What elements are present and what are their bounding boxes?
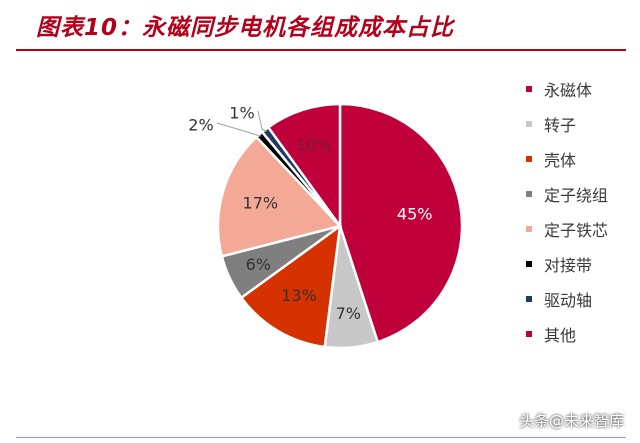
legend-swatch bbox=[526, 260, 532, 267]
legend-label: 转子 bbox=[544, 116, 577, 136]
legend-swatch bbox=[526, 86, 532, 93]
legend-swatch bbox=[526, 121, 532, 128]
figure-title: 图表10：永磁同步电机各组成成本占比 bbox=[36, 15, 455, 41]
data-label: 10% bbox=[296, 135, 332, 154]
data-label: 6% bbox=[246, 255, 271, 274]
legend-label: 对接带 bbox=[544, 255, 593, 275]
watermark: 头条@未来智库 bbox=[518, 412, 624, 430]
data-label: 13% bbox=[281, 286, 317, 305]
data-label: 45% bbox=[397, 205, 433, 224]
data-label: 1% bbox=[229, 104, 254, 123]
pie-slice bbox=[216, 135, 343, 258]
legend-item: 壳体 bbox=[526, 142, 608, 177]
legend-swatch bbox=[526, 295, 532, 302]
data-label: 2% bbox=[188, 116, 213, 135]
pie-slice bbox=[239, 223, 342, 349]
legend-swatch bbox=[526, 330, 532, 337]
data-label: 7% bbox=[336, 304, 361, 323]
leader-line bbox=[257, 110, 267, 132]
legend-item: 永磁体 bbox=[526, 72, 608, 107]
leader-line bbox=[216, 122, 262, 137]
legend-swatch bbox=[526, 226, 532, 232]
chart-legend: 永磁体转子壳体定子绕组定子铁芯对接带驱动轴其他 bbox=[526, 72, 608, 351]
legend-item: 其他 bbox=[526, 316, 608, 351]
legend-label: 壳体 bbox=[544, 151, 577, 171]
bottom-rule bbox=[16, 437, 626, 438]
legend-swatch bbox=[526, 156, 532, 163]
legend-label: 定子绕组 bbox=[544, 186, 609, 206]
pie-slice bbox=[266, 102, 342, 230]
legend-label: 永磁体 bbox=[544, 81, 593, 101]
legend-label: 定子铁芯 bbox=[544, 221, 609, 240]
legend-item: 驱动轴 bbox=[526, 281, 608, 316]
legend-item: 对接带 bbox=[526, 246, 608, 281]
legend-item: 定子绕组 bbox=[526, 177, 608, 212]
pie-slice bbox=[338, 102, 464, 344]
legend-label: 驱动轴 bbox=[544, 290, 593, 310]
legend-label: 其他 bbox=[544, 325, 577, 345]
title-rule bbox=[16, 49, 626, 51]
legend-item: 定子铁芯 bbox=[526, 212, 608, 247]
data-label: 17% bbox=[243, 193, 279, 212]
legend-item: 转子 bbox=[526, 107, 608, 142]
legend-swatch bbox=[526, 191, 532, 198]
